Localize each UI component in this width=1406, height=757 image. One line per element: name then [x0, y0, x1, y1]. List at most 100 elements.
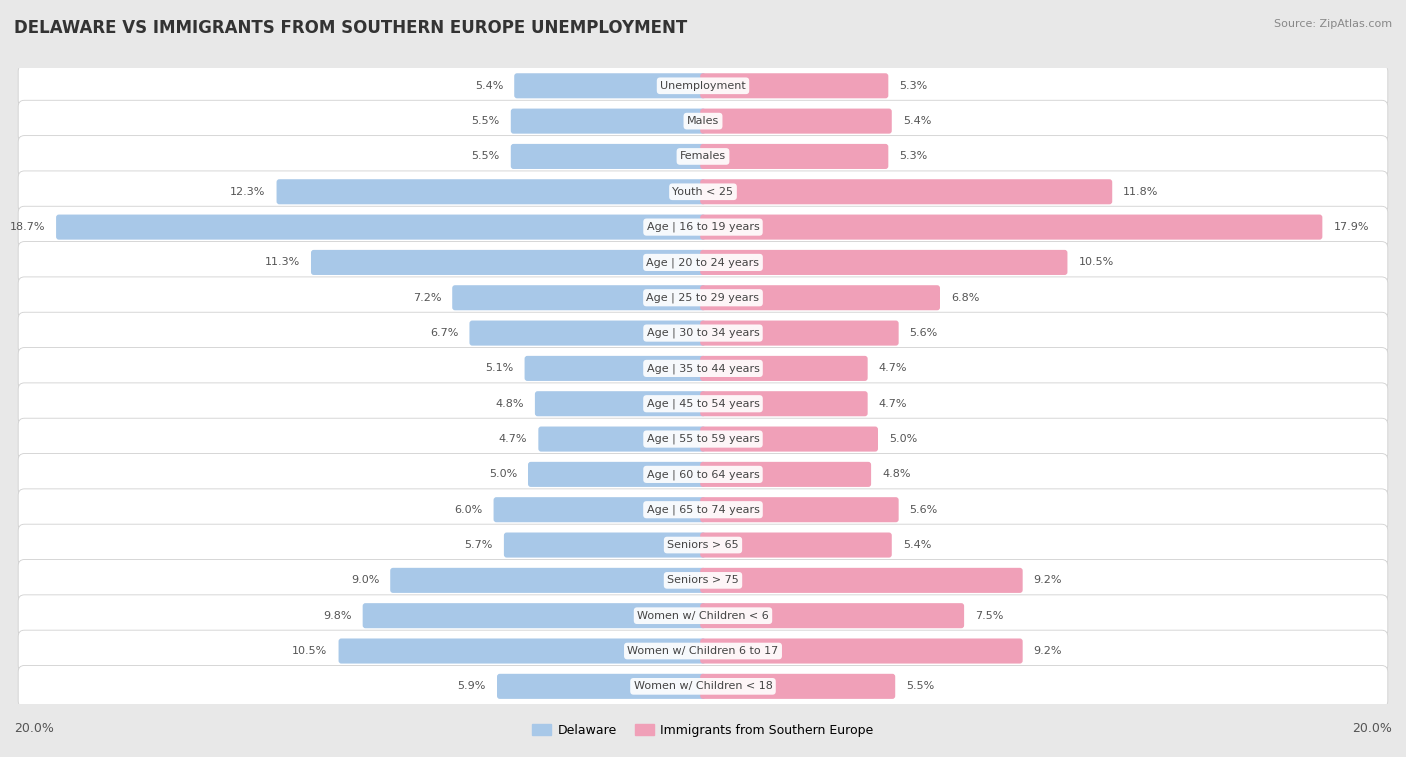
- FancyBboxPatch shape: [56, 214, 706, 240]
- Text: 4.8%: 4.8%: [495, 399, 524, 409]
- FancyBboxPatch shape: [700, 73, 889, 98]
- FancyBboxPatch shape: [700, 250, 1067, 275]
- Text: Women w/ Children 6 to 17: Women w/ Children 6 to 17: [627, 646, 779, 656]
- Text: Age | 25 to 29 years: Age | 25 to 29 years: [647, 292, 759, 303]
- FancyBboxPatch shape: [277, 179, 706, 204]
- Text: 18.7%: 18.7%: [10, 222, 45, 232]
- FancyBboxPatch shape: [311, 250, 706, 275]
- Text: 7.2%: 7.2%: [413, 293, 441, 303]
- FancyBboxPatch shape: [700, 285, 941, 310]
- FancyBboxPatch shape: [524, 356, 706, 381]
- Text: 5.5%: 5.5%: [907, 681, 935, 691]
- FancyBboxPatch shape: [496, 674, 706, 699]
- FancyBboxPatch shape: [700, 426, 877, 452]
- FancyBboxPatch shape: [18, 595, 1388, 637]
- FancyBboxPatch shape: [510, 144, 706, 169]
- Text: Males: Males: [688, 116, 718, 126]
- Text: Women w/ Children < 6: Women w/ Children < 6: [637, 611, 769, 621]
- FancyBboxPatch shape: [18, 100, 1388, 142]
- FancyBboxPatch shape: [470, 320, 706, 346]
- Text: 10.5%: 10.5%: [1078, 257, 1114, 267]
- Text: 5.0%: 5.0%: [889, 434, 917, 444]
- Text: Youth < 25: Youth < 25: [672, 187, 734, 197]
- Text: 4.7%: 4.7%: [879, 363, 907, 373]
- Text: 6.8%: 6.8%: [950, 293, 980, 303]
- FancyBboxPatch shape: [510, 108, 706, 134]
- FancyBboxPatch shape: [18, 418, 1388, 460]
- FancyBboxPatch shape: [494, 497, 706, 522]
- Text: 4.7%: 4.7%: [499, 434, 527, 444]
- Text: 5.9%: 5.9%: [457, 681, 486, 691]
- Text: Age | 65 to 74 years: Age | 65 to 74 years: [647, 504, 759, 515]
- Text: Age | 30 to 34 years: Age | 30 to 34 years: [647, 328, 759, 338]
- Text: 20.0%: 20.0%: [14, 721, 53, 735]
- FancyBboxPatch shape: [700, 391, 868, 416]
- FancyBboxPatch shape: [18, 347, 1388, 389]
- FancyBboxPatch shape: [538, 426, 706, 452]
- FancyBboxPatch shape: [503, 532, 706, 558]
- Text: 7.5%: 7.5%: [976, 611, 1004, 621]
- FancyBboxPatch shape: [700, 462, 872, 487]
- Text: 4.8%: 4.8%: [882, 469, 911, 479]
- Text: Age | 55 to 59 years: Age | 55 to 59 years: [647, 434, 759, 444]
- Text: 11.8%: 11.8%: [1123, 187, 1159, 197]
- FancyBboxPatch shape: [18, 136, 1388, 177]
- Text: 11.3%: 11.3%: [264, 257, 299, 267]
- Text: Seniors > 65: Seniors > 65: [668, 540, 738, 550]
- FancyBboxPatch shape: [700, 179, 1112, 204]
- Text: 9.2%: 9.2%: [1033, 575, 1062, 585]
- FancyBboxPatch shape: [529, 462, 706, 487]
- FancyBboxPatch shape: [18, 241, 1388, 283]
- Text: 9.8%: 9.8%: [323, 611, 352, 621]
- FancyBboxPatch shape: [18, 489, 1388, 531]
- Text: Females: Females: [681, 151, 725, 161]
- FancyBboxPatch shape: [18, 559, 1388, 601]
- Text: 5.5%: 5.5%: [471, 151, 499, 161]
- Text: 5.6%: 5.6%: [910, 505, 938, 515]
- Text: 5.5%: 5.5%: [471, 116, 499, 126]
- FancyBboxPatch shape: [453, 285, 706, 310]
- FancyBboxPatch shape: [700, 532, 891, 558]
- FancyBboxPatch shape: [18, 383, 1388, 425]
- FancyBboxPatch shape: [700, 320, 898, 346]
- Legend: Delaware, Immigrants from Southern Europe: Delaware, Immigrants from Southern Europ…: [527, 719, 879, 742]
- FancyBboxPatch shape: [391, 568, 706, 593]
- Text: DELAWARE VS IMMIGRANTS FROM SOUTHERN EUROPE UNEMPLOYMENT: DELAWARE VS IMMIGRANTS FROM SOUTHERN EUR…: [14, 19, 688, 37]
- FancyBboxPatch shape: [700, 638, 1022, 664]
- FancyBboxPatch shape: [18, 312, 1388, 354]
- Text: 20.0%: 20.0%: [1353, 721, 1392, 735]
- Text: Source: ZipAtlas.com: Source: ZipAtlas.com: [1274, 19, 1392, 29]
- Text: 5.4%: 5.4%: [903, 540, 931, 550]
- Text: Age | 35 to 44 years: Age | 35 to 44 years: [647, 363, 759, 374]
- FancyBboxPatch shape: [700, 603, 965, 628]
- Text: Women w/ Children < 18: Women w/ Children < 18: [634, 681, 772, 691]
- Text: Age | 16 to 19 years: Age | 16 to 19 years: [647, 222, 759, 232]
- FancyBboxPatch shape: [18, 524, 1388, 566]
- FancyBboxPatch shape: [18, 171, 1388, 213]
- Text: 4.7%: 4.7%: [879, 399, 907, 409]
- FancyBboxPatch shape: [700, 356, 868, 381]
- FancyBboxPatch shape: [18, 206, 1388, 248]
- FancyBboxPatch shape: [534, 391, 706, 416]
- Text: 5.7%: 5.7%: [464, 540, 494, 550]
- Text: 5.1%: 5.1%: [485, 363, 513, 373]
- FancyBboxPatch shape: [339, 638, 706, 664]
- Text: Age | 60 to 64 years: Age | 60 to 64 years: [647, 469, 759, 480]
- Text: 6.0%: 6.0%: [454, 505, 482, 515]
- FancyBboxPatch shape: [18, 630, 1388, 672]
- Text: 5.6%: 5.6%: [910, 328, 938, 338]
- FancyBboxPatch shape: [18, 665, 1388, 707]
- Text: 17.9%: 17.9%: [1333, 222, 1369, 232]
- Text: Seniors > 75: Seniors > 75: [666, 575, 740, 585]
- FancyBboxPatch shape: [700, 144, 889, 169]
- Text: 9.2%: 9.2%: [1033, 646, 1062, 656]
- FancyBboxPatch shape: [700, 214, 1323, 240]
- FancyBboxPatch shape: [363, 603, 706, 628]
- Text: 6.7%: 6.7%: [430, 328, 458, 338]
- FancyBboxPatch shape: [700, 568, 1022, 593]
- FancyBboxPatch shape: [700, 108, 891, 134]
- FancyBboxPatch shape: [18, 65, 1388, 107]
- FancyBboxPatch shape: [18, 277, 1388, 319]
- Text: 10.5%: 10.5%: [292, 646, 328, 656]
- Text: 5.3%: 5.3%: [900, 81, 928, 91]
